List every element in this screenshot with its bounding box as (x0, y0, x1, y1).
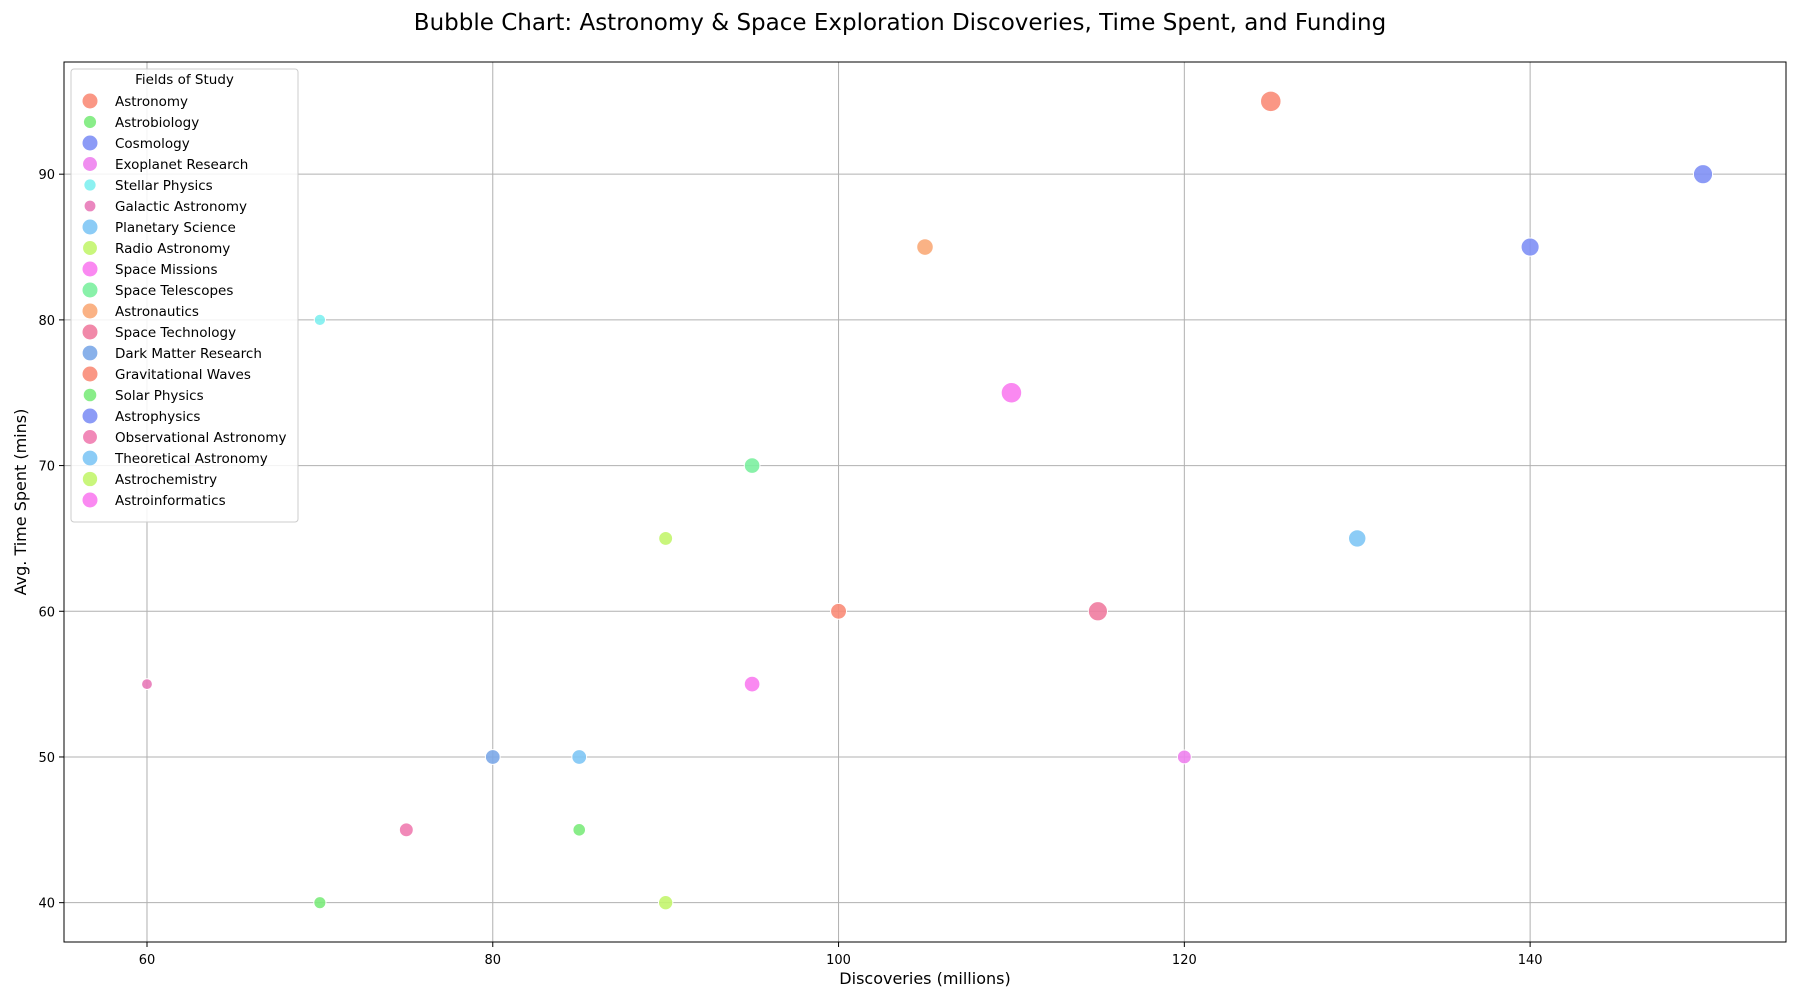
bubble-point (313, 896, 327, 910)
plot-frame (63, 61, 1787, 943)
x-tick-label: 100 (826, 953, 851, 968)
y-tick-label: 70 (38, 460, 55, 475)
legend-marker (82, 408, 98, 424)
legend-box (70, 68, 299, 523)
bubble-point (484, 749, 501, 765)
legend-title: Fields of Study (135, 72, 234, 88)
legend-marker (82, 303, 98, 319)
legend-label: Gravitational Waves (115, 367, 251, 383)
bubble-point (830, 602, 848, 620)
bubble-point (743, 457, 761, 474)
legend-label: Astrochemistry (115, 472, 217, 488)
legend-marker (82, 324, 98, 340)
x-tick-label: 80 (484, 953, 501, 968)
y-axis-label: Avg. Time Spent (mins) (11, 409, 30, 596)
legend-marker (82, 366, 98, 382)
legend-label: Solar Physics (115, 388, 204, 404)
legend-label: Astronomy (115, 94, 188, 110)
legend-marker (83, 241, 97, 255)
legend-label: Observational Astronomy (115, 430, 287, 446)
legend-label: Galactic Astronomy (115, 199, 247, 215)
bubbles (141, 90, 1714, 911)
legend-marker (83, 430, 97, 444)
legend-marker (82, 471, 98, 487)
legend-label: Exoplanet Research (115, 157, 248, 173)
bubble-point (313, 313, 327, 327)
legend-label: Astrophysics (115, 409, 200, 425)
legend-label: Cosmology (115, 136, 190, 152)
legend-marker (82, 93, 98, 109)
legend-label: Astronautics (115, 304, 199, 320)
bubble-point (1348, 529, 1367, 548)
legend-marker (82, 135, 98, 151)
legend-label: Planetary Science (115, 220, 236, 236)
bubble-point (1260, 90, 1282, 113)
x-tick-label: 140 (1518, 953, 1543, 968)
legend-marker (82, 345, 98, 361)
legend-marker (82, 450, 98, 466)
bubble-point (1692, 164, 1714, 185)
x-tick-label: 120 (1172, 953, 1197, 968)
legend-marker (83, 157, 97, 171)
legend-label: Space Missions (115, 262, 218, 278)
bubble-point (571, 749, 588, 765)
legend-marker (82, 282, 98, 298)
bubble-point (398, 822, 414, 838)
bubble-point (141, 678, 153, 691)
x-tick-label: 60 (139, 953, 156, 968)
chart-title: Bubble Chart: Astronomy & Space Explorat… (413, 10, 1387, 36)
legend-marker (82, 492, 98, 508)
legend-label: Astroinformatics (115, 493, 226, 509)
y-tick-label: 60 (38, 605, 55, 620)
legend-label: Stellar Physics (115, 178, 213, 194)
y-tick-label: 50 (38, 751, 55, 766)
bubble-point (658, 530, 674, 546)
y-tick-label: 90 (38, 168, 55, 183)
bubble-point (657, 894, 674, 911)
bubble-point (1520, 237, 1540, 257)
bubble-point (743, 675, 761, 693)
axis-ticks: 60 80 100 120 140 40 50 60 70 80 90 (38, 168, 1542, 968)
bubble-point (916, 238, 934, 256)
legend: Fields of Study Astronomy Astrobiology Cosm… (70, 68, 299, 523)
x-axis-label: Discoveries (millions) (839, 969, 1010, 988)
legend-label: Astrobiology (115, 115, 199, 131)
legend-label: Radio Astronomy (115, 241, 230, 257)
y-tick-label: 40 (38, 897, 55, 912)
bubble-point (1087, 601, 1108, 622)
legend-marker (83, 388, 97, 402)
legend-marker (84, 200, 96, 212)
legend-marker (82, 261, 98, 277)
legend-label: Space Technology (115, 325, 236, 341)
legend-label: Theoretical Astronomy (114, 451, 268, 467)
bubble-point (572, 823, 587, 837)
legend-label: Space Telescopes (115, 283, 233, 299)
y-tick-label: 80 (38, 314, 55, 329)
grid-lines (64, 62, 1786, 942)
legend-label: Dark Matter Research (115, 346, 262, 362)
bubble-point (1176, 749, 1192, 765)
legend-marker (82, 219, 98, 235)
bubble-point (1000, 381, 1023, 404)
legend-marker (84, 179, 96, 191)
legend-marker (83, 115, 97, 129)
